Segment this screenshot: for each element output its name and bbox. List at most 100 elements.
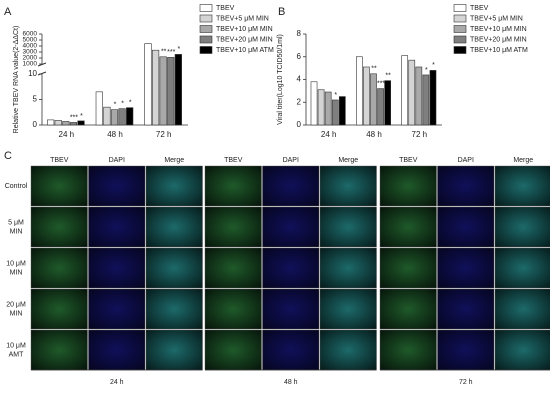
bar xyxy=(408,59,416,126)
legend-swatch xyxy=(453,14,467,23)
legend-label: TBEV xyxy=(216,5,235,12)
micrograph xyxy=(379,165,437,207)
x-tick-label: 48 h xyxy=(366,130,382,139)
panel-label: B xyxy=(278,6,285,18)
micrograph xyxy=(379,247,437,289)
significance: ** xyxy=(385,72,391,79)
bar xyxy=(384,80,391,126)
row-label: 10 μM xyxy=(6,342,26,349)
legend-swatch xyxy=(453,25,467,33)
y-tick-label: 4000 xyxy=(23,43,38,50)
y-tick-label: 8 xyxy=(297,29,302,38)
micrograph xyxy=(145,288,203,330)
micrograph xyxy=(494,329,550,371)
bar xyxy=(310,81,318,126)
micrograph xyxy=(30,247,88,289)
time-label: 48 h xyxy=(284,379,298,386)
y-tick-label: 6 xyxy=(297,52,302,61)
x-tick-label: 72 h xyxy=(156,130,172,139)
micrograph xyxy=(494,288,550,330)
micrograph xyxy=(437,206,495,248)
significance: * xyxy=(121,101,124,108)
micrograph xyxy=(30,329,88,371)
micrograph xyxy=(204,288,262,330)
bar xyxy=(356,56,363,126)
y-tick-label: 2000 xyxy=(23,55,38,62)
micrograph xyxy=(379,329,437,371)
bar xyxy=(159,56,167,126)
legend-label: TBEV xyxy=(470,5,489,12)
x-tick-label: 72 h xyxy=(412,130,428,139)
channel-label: TBEV xyxy=(50,157,69,164)
bar xyxy=(415,66,423,126)
micrograph xyxy=(88,288,146,330)
legend-label: TBEV+10 μM ATM xyxy=(470,47,528,54)
legend-swatch xyxy=(199,4,213,12)
significance: * xyxy=(80,113,83,120)
bar xyxy=(363,66,370,126)
x-tick-label: 48 h xyxy=(107,130,123,139)
significance: * xyxy=(432,62,435,69)
bar xyxy=(47,119,55,126)
y-tick-label: 1000 xyxy=(23,61,38,68)
legend-label: TBEV+10 μM MIN xyxy=(216,26,273,33)
time-label: 24 h xyxy=(110,379,124,386)
x-tick-label: 24 h xyxy=(321,130,337,139)
micrograph xyxy=(262,288,320,330)
channel-label: DAPI xyxy=(458,157,474,164)
significance: * xyxy=(129,100,132,107)
micrograph xyxy=(262,329,320,371)
row-label: 10 μM xyxy=(6,260,26,267)
micrograph xyxy=(262,165,320,207)
micrograph xyxy=(88,247,146,289)
bar xyxy=(317,89,325,126)
micrograph xyxy=(204,329,262,371)
micrograph xyxy=(262,206,320,248)
legend-label: TBEV+20 μM MIN xyxy=(470,36,527,43)
legend-swatch xyxy=(199,25,213,33)
micrograph xyxy=(379,288,437,330)
legend-swatch xyxy=(453,35,467,44)
bar xyxy=(77,120,85,126)
micrograph xyxy=(88,165,146,207)
micrograph xyxy=(204,247,262,289)
y-tick-label: 5 xyxy=(33,95,38,104)
bar xyxy=(331,99,339,126)
bar xyxy=(338,96,346,126)
y-tick-label: 2 xyxy=(297,97,302,106)
bar xyxy=(118,108,126,126)
micrograph xyxy=(437,165,495,207)
channel-label: Merge xyxy=(338,157,358,164)
micrograph xyxy=(319,165,377,207)
micrograph xyxy=(204,206,262,248)
bar xyxy=(103,106,111,126)
micrograph xyxy=(319,329,377,371)
time-label: 72 h xyxy=(459,379,473,386)
significance: * xyxy=(334,92,337,99)
micrograph xyxy=(494,165,550,207)
bar xyxy=(95,91,103,126)
legend-swatch xyxy=(199,14,213,23)
micrograph xyxy=(30,206,88,248)
micrograph xyxy=(494,247,550,289)
y-tick-label: 0 xyxy=(33,120,38,129)
micrograph xyxy=(204,165,262,207)
row-label: MIN xyxy=(10,269,23,276)
row-label: AMT xyxy=(9,351,25,358)
legend-label: TBEV+5 μM MIN xyxy=(470,15,523,22)
channel-label: DAPI xyxy=(109,157,125,164)
micrograph xyxy=(88,206,146,248)
bar xyxy=(110,109,119,126)
significance: *** xyxy=(377,80,385,87)
x-tick-label: 24 h xyxy=(59,130,75,139)
significance: * xyxy=(114,102,117,109)
bar xyxy=(429,70,437,126)
micrograph xyxy=(145,247,203,289)
axis-break xyxy=(37,62,47,76)
panel-label: A xyxy=(4,6,12,18)
micrograph xyxy=(437,247,495,289)
channel-label: Merge xyxy=(164,157,184,164)
legend-swatch xyxy=(199,35,213,44)
row-label: MIN xyxy=(10,228,23,235)
